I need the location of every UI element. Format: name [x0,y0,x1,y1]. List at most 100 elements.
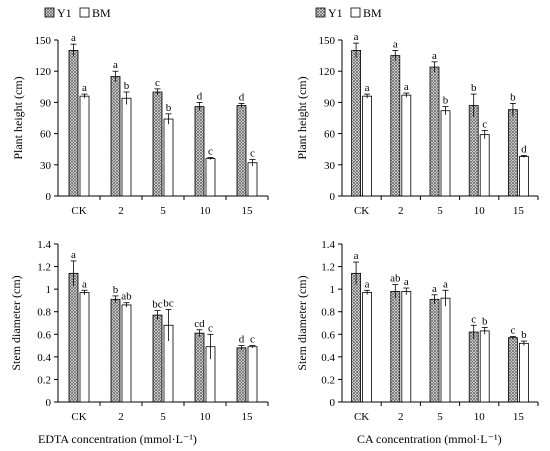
x-tick-label: 5 [437,205,443,217]
significance-letter: a [71,32,76,44]
y-tick-label: 1.2 [37,262,51,274]
legend-label-y1: Y1 [328,6,343,20]
x-tick-label: 5 [437,411,443,423]
bar-bm [362,95,373,197]
x-tick-label: 2 [398,205,404,217]
significance-letter: b [443,95,449,107]
y-tick-label: 0.6 [321,329,335,341]
y-tick-label: 30 [324,160,336,172]
bar-bm [479,330,490,403]
y-tick-label: 1 [330,284,336,296]
legend-left: Y1 BM [44,6,111,20]
x-tick-label: 15 [513,411,525,423]
significance-letter: a [432,50,437,62]
bar-bm [79,95,90,197]
significance-letter: d [239,334,245,346]
bar-y1 [152,91,163,197]
significance-letter: cd [194,318,205,330]
x-tick-label: 10 [474,411,486,423]
bar-y1 [429,298,440,403]
y-tick-label: 0.6 [37,329,51,341]
significance-letter: a [393,38,398,50]
bar-bm [401,94,412,197]
significance-letter: b [471,82,477,94]
bar-y1 [68,50,79,197]
significance-letter: ab [121,291,132,303]
y-tick-label: 0 [46,191,52,203]
significance-letter: c [208,322,213,334]
significance-letter: a [443,278,448,290]
significance-letter: b [124,80,130,92]
y-tick-label: 1.4 [321,239,335,251]
legend-swatch-y1 [44,7,55,18]
significance-letter: bc [152,299,163,311]
y-tick-label: 60 [324,129,336,141]
x-tick-label: 10 [474,205,486,217]
bar-bm [440,110,451,197]
bar-y1 [236,347,247,403]
x-tick-label: CK [354,205,369,217]
significance-letter: c [510,325,515,337]
bar-bm [247,162,258,197]
bar-y1 [68,272,79,403]
bar-bm [440,297,451,403]
significance-letter: b [482,316,488,328]
significance-letter: b [521,329,527,341]
bar-bm [205,158,216,197]
y-axis-title: Plant height (cm) [295,76,309,159]
panel-plant-height-ca: 0 30 60 90 120 150 Plant height (cm) CK a a 2 a a 5 a b… [295,31,539,217]
legend-label-y1: Y1 [57,6,72,20]
bar-y1 [468,105,479,197]
significance-letter: bc [163,297,174,309]
bar-bm [362,292,373,403]
y-tick-label: 1.4 [37,239,51,251]
significance-letter: a [113,59,118,71]
y-tick-label: 0.8 [37,307,51,319]
y-tick-label: 120 [35,66,52,78]
legend-label-bm: BM [92,6,111,20]
bar-y1 [236,105,247,197]
bar-y1 [194,332,205,403]
bar-y1 [351,272,362,403]
bar-y1 [194,106,205,197]
bar-y1 [110,76,121,197]
y-tick-label: 0 [330,397,336,409]
significance-letter: a [404,81,409,93]
x-tick-label: CK [354,411,369,423]
y-axis-title: Stem diameter (cm) [9,275,23,370]
bar-y1 [152,314,163,403]
y-tick-label: 1.2 [321,262,335,274]
bar-bm [519,156,529,197]
legend-swatch-bm [79,7,90,18]
x-tick-label: 5 [160,205,166,217]
x-axis-title-ca: CA concentration (mmol·L⁻¹) [357,432,502,446]
x-tick-label: 15 [242,205,254,217]
y-tick-label: 0.2 [37,374,51,386]
significance-letter: c [250,148,255,160]
significance-letter: d [197,90,203,102]
y-tick-label: 0 [46,397,52,409]
y-tick-label: 120 [319,66,336,78]
significance-letter: ab [390,273,401,285]
panel-stem-diameter-edta: 0 0.2 0.4 0.6 0.8 1 1.2 1.4 Stem diameter (cm) CK… [9,239,269,423]
legend-label-bm: BM [363,6,382,20]
y-tick-label: 0.8 [321,307,335,319]
significance-letter: a [71,249,76,261]
bar-y1 [507,337,518,403]
significance-letter: a [354,31,359,43]
y-axis-title: Plant height (cm) [11,76,25,159]
bar-bm [163,118,174,197]
bar-bm [79,292,90,403]
y-tick-label: 90 [40,97,52,109]
significance-letter: b [510,91,516,103]
x-tick-label: 15 [513,205,525,217]
significance-letter: c [155,77,160,89]
bar-bm [121,304,132,403]
x-tick-label: 2 [118,411,124,423]
y-axis-title: Stem diameter (cm) [295,275,309,370]
bar-y1 [390,55,401,197]
bar-y1 [110,298,121,403]
significance-letter: c [482,118,487,130]
